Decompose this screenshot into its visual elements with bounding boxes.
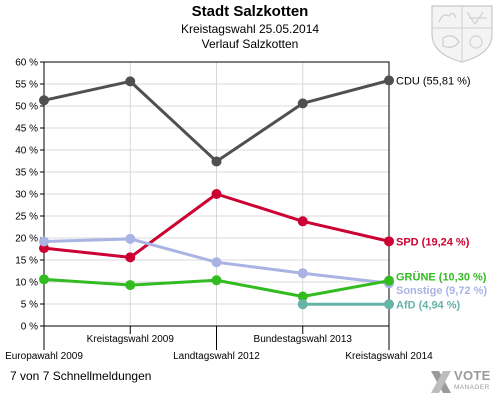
data-point-cdu <box>211 156 222 167</box>
series-label-spd: SPD (19,24 %) <box>396 236 470 248</box>
y-tick-label: 10 % <box>15 278 38 289</box>
data-point-cdu <box>125 76 136 87</box>
data-point-sonstige <box>125 233 136 244</box>
y-tick-label: 55 % <box>15 80 38 91</box>
votemanager-logo-subtext: MANAGER <box>454 384 490 391</box>
coat-of-arms-icon <box>431 5 493 63</box>
data-point-sonstige <box>211 257 222 268</box>
footer-status: 7 von 7 Schnellmeldungen <box>10 369 152 383</box>
chart-subtitle-secondary: Verlauf Salzkotten <box>201 37 299 51</box>
data-point-sonstige <box>39 236 49 247</box>
data-point-gruene <box>211 275 222 286</box>
chart-title: Stadt Salzkotten <box>191 3 309 20</box>
y-tick-label: 60 % <box>15 58 38 69</box>
y-tick-label: 5 % <box>21 300 38 311</box>
series-label-cdu: CDU (55,81 %) <box>396 75 471 87</box>
data-point-gruene <box>39 274 49 285</box>
x-tick-label: Bundestagswahl 2013 <box>254 334 353 345</box>
data-point-spd <box>297 216 308 227</box>
chart-subtitle: Kreistagswahl 25.05.2014 <box>180 22 320 36</box>
y-tick-label: 40 % <box>15 146 38 157</box>
x-tick-label: Kreistagswahl 2014 <box>345 351 433 362</box>
votemanager-x-icon <box>431 371 451 393</box>
y-tick-label: 35 % <box>15 168 38 179</box>
data-point-afd <box>384 299 394 310</box>
y-tick-label: 45 % <box>15 124 38 135</box>
y-tick-label: 30 % <box>15 190 38 201</box>
x-tick-label: Kreistagswahl 2009 <box>87 334 175 345</box>
data-point-gruene <box>384 275 394 286</box>
y-tick-label: 0 % <box>21 322 38 333</box>
x-tick-label: Europawahl 2009 <box>5 351 83 362</box>
y-tick-label: 15 % <box>15 256 38 267</box>
data-point-spd <box>125 252 136 263</box>
votemanager-logo: VOTE MANAGER <box>428 367 496 397</box>
data-point-cdu <box>384 75 394 86</box>
data-point-spd <box>384 236 394 247</box>
votemanager-logo-text: VOTE <box>454 368 491 383</box>
series-label-gruene: GRÜNE (10,30 %) <box>396 271 487 284</box>
series-label-afd: AfD (4,94 %) <box>396 299 461 311</box>
data-point-cdu <box>297 98 308 109</box>
data-point-cdu <box>39 95 49 106</box>
data-point-gruene <box>297 291 308 302</box>
series-label-sonstige: Sonstige (9,72 %) <box>396 285 487 297</box>
data-point-spd <box>211 189 222 199</box>
y-tick-label: 50 % <box>15 102 38 113</box>
data-point-gruene <box>125 280 136 291</box>
y-tick-label: 25 % <box>15 212 38 223</box>
x-tick-label: Landtagswahl 2012 <box>173 351 260 362</box>
y-tick-label: 20 % <box>15 234 38 245</box>
data-point-afd <box>297 299 308 310</box>
data-point-sonstige <box>297 268 308 279</box>
plot-border <box>43 61 390 327</box>
